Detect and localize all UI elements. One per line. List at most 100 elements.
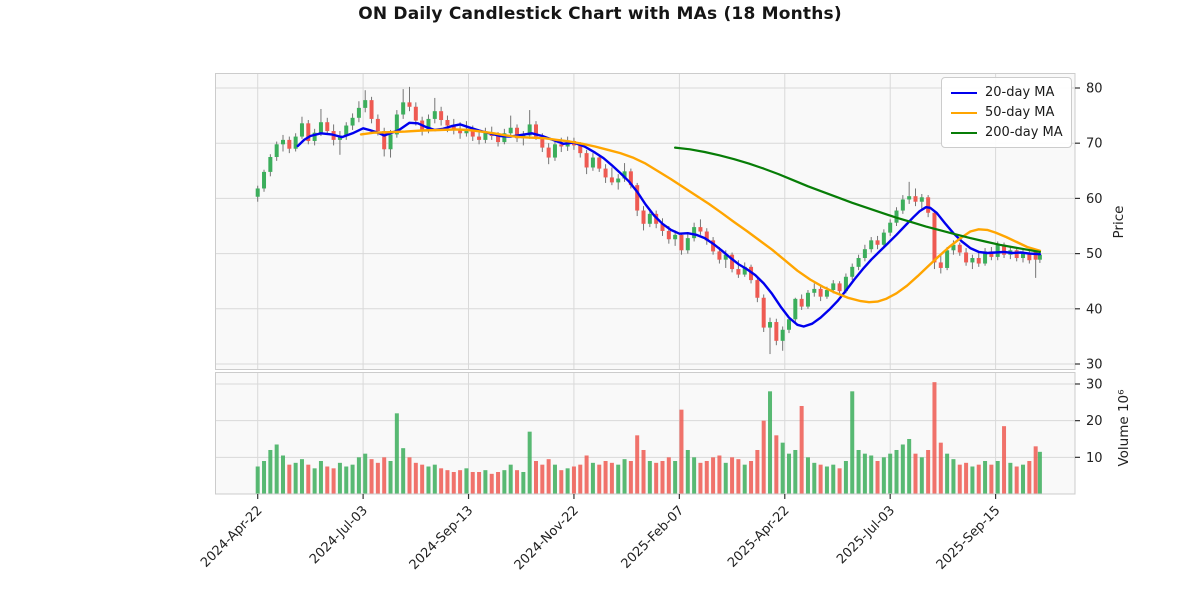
volume-axis-label: Volume 10⁶ (1116, 389, 1132, 467)
volume-bar (888, 453, 893, 494)
volume-bar (799, 405, 804, 494)
volume-bar (616, 464, 621, 494)
date-tick-label: 2025-Jul-03 (834, 503, 898, 567)
volume-bar (426, 466, 431, 494)
candle-body (831, 283, 836, 291)
volume-bar (679, 409, 684, 494)
candle-body (919, 197, 924, 202)
candle-body (774, 322, 779, 341)
volume-bar (546, 459, 551, 494)
candle-body (597, 157, 602, 169)
candle-body (432, 111, 437, 119)
volume-bar (736, 459, 741, 494)
ma50-line (359, 128, 1042, 304)
volume-bar (622, 459, 627, 494)
volume-bar (312, 468, 317, 494)
volume-bar (818, 464, 823, 494)
candle-body (426, 118, 431, 130)
candle-body (451, 125, 456, 130)
volume-bar (306, 464, 311, 494)
candle-body (970, 258, 975, 263)
candle-body (496, 136, 501, 143)
volume-bar (843, 460, 848, 494)
candle-body (730, 254, 735, 270)
volume-bar (628, 460, 633, 494)
volume-bar (685, 449, 690, 494)
volume-bar (527, 431, 532, 494)
volume-bar (660, 460, 665, 494)
candle-body (312, 132, 317, 141)
volume-bar (926, 449, 931, 494)
date-tick-label: 2025-Sep-15 (934, 503, 1004, 573)
ma200-line (674, 146, 1041, 253)
date-tick-label: 2025-Feb-07 (619, 503, 688, 572)
candle-body (635, 185, 640, 211)
candle-body (666, 230, 671, 240)
candle-body (711, 240, 716, 252)
volume-bar (730, 457, 735, 494)
candle-body (900, 199, 905, 211)
ma20-line-swatch-icon (951, 91, 977, 94)
candle-body (843, 276, 848, 292)
volume-bar (1027, 460, 1032, 494)
volume-bar (293, 462, 298, 494)
volume-bar (635, 435, 640, 494)
candle-body (881, 232, 886, 245)
chart-title: ON Daily Candlestick Chart with MAs (18 … (358, 4, 842, 24)
volume-bar (761, 420, 766, 494)
price-tick-label: 70 (1086, 137, 1103, 152)
volume-bar (445, 470, 450, 494)
legend-item-ma50: 50-day MA (951, 105, 1061, 120)
volume-bar (976, 464, 981, 494)
volume-bar (521, 471, 526, 494)
volume-bar (837, 468, 842, 494)
volume-tick-label: 20 (1086, 414, 1103, 429)
candle-body (502, 133, 507, 143)
candle-body (552, 144, 557, 158)
candle-body (413, 106, 418, 121)
candle-body (1002, 244, 1007, 255)
volume-bar (654, 462, 659, 494)
volume-bar (856, 449, 861, 494)
volume-bar (375, 462, 380, 494)
volume-bar (470, 471, 475, 494)
volume-bar (407, 457, 412, 494)
volume-bar (325, 466, 330, 494)
volume-bar (331, 468, 336, 494)
candle-body (938, 262, 943, 268)
volume-bar (559, 470, 564, 494)
volume-bar (1033, 446, 1038, 494)
candle-body (299, 123, 304, 137)
candle-body (692, 227, 697, 239)
candle-body (736, 269, 741, 275)
volume-bar (780, 442, 785, 494)
candle-body (477, 136, 482, 140)
volume-bar (786, 453, 791, 494)
volume-bar (970, 466, 975, 494)
candle-body (325, 122, 330, 132)
volume-bar (274, 444, 279, 494)
candle-body (995, 244, 1000, 257)
legend-item-ma200: 200-day MA (951, 125, 1063, 140)
candle-body (964, 252, 969, 263)
volume-bar (951, 459, 956, 494)
volume-bar (533, 460, 538, 494)
candle-body (875, 240, 880, 245)
candle-body (578, 145, 583, 154)
candle-body (698, 227, 703, 232)
candle-body (723, 254, 728, 260)
price-tick-label: 50 (1086, 247, 1103, 262)
candle-body (1037, 254, 1042, 260)
candle-body (850, 266, 855, 277)
ma50-line-swatch-icon (951, 111, 977, 114)
candle-body (647, 213, 652, 224)
volume-bar (451, 471, 456, 494)
candle-body (375, 118, 380, 132)
volume-bar (805, 457, 810, 494)
candle-body (837, 283, 842, 292)
volume-bar (584, 455, 589, 494)
volume-bar (262, 460, 267, 494)
candle-body (976, 258, 981, 264)
candle-body (287, 139, 292, 149)
